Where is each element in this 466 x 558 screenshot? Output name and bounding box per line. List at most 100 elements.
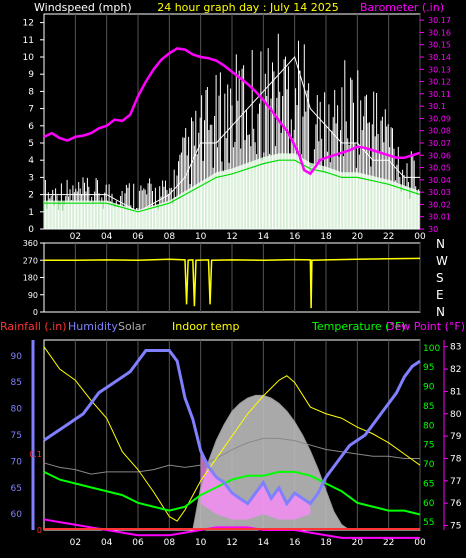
wind-direction-line (44, 257, 421, 309)
wx-x-tick-label: 18 (320, 538, 332, 548)
dir-y-tick-label: 270 (23, 256, 38, 265)
wx-x-tick-label: 14 (258, 538, 270, 548)
wind-x-tick-label: 22 (383, 232, 394, 242)
legend-rainfall: Rainfall (.in) (0, 320, 67, 333)
dir-y-tick-label: 0 (33, 308, 38, 317)
wind-x-tick-label: 02 (70, 232, 81, 242)
dir-y-tick-label: 90 (28, 291, 38, 300)
dew-y-tick-label: 81 (450, 387, 461, 397)
wx-x-tick-label: 12 (226, 538, 237, 548)
baro-y-tick-label: 30 (428, 225, 438, 234)
wind-y-tick-label: 4 (28, 156, 34, 166)
compass-e: E (436, 288, 444, 302)
temp-y-tick-label: 65 (423, 479, 434, 489)
humidity-y-tick-label: 70 (11, 457, 23, 467)
baro-y-tick-label: 30.17 (428, 16, 451, 25)
wind-panel: 02 04 06 08 10 12 14 16 18 20 22 000123456789101112… (23, 14, 451, 242)
barometer-label: Barometer (.in) (360, 1, 444, 14)
weather-panel: 02 04 06 08 10 12 14 16 18 20 22 00 60 65 70 75 80 85 90 0 0… (11, 340, 462, 548)
wind-y-tick-label: 1 (28, 208, 34, 218)
wind-y-tick-label: 7 (28, 105, 34, 115)
wind-y-tick-label: 8 (28, 87, 34, 97)
dew-y-tick-label: 76 (450, 499, 462, 509)
windspeed-line (44, 56, 420, 213)
wind-x-tick-label: 18 (320, 232, 332, 242)
baro-y-tick-label: 30.12 (428, 78, 451, 87)
wx-x-tick-label: 04 (101, 538, 113, 548)
baro-y-tick-label: 30.08 (428, 127, 451, 136)
wx-x-tick-label: 06 (132, 538, 144, 548)
temp-y-tick-label: 75 (423, 441, 434, 451)
compass-n-bottom: N (436, 305, 445, 319)
dew-y-tick-label: 78 (450, 454, 462, 464)
temp-y-tick-label: 85 (423, 402, 434, 412)
wind-x-tick-label: 06 (132, 232, 144, 242)
wind-x-tick-label: 16 (289, 232, 301, 242)
dew-y-tick-label: 82 (450, 365, 461, 375)
wind-y-tick-label: 2 (28, 191, 34, 201)
temp-y-tick-label: 100 (423, 344, 440, 354)
baro-y-tick-label: 30.09 (428, 114, 451, 123)
rain-y-tick-label: 0.1 (29, 450, 42, 459)
baro-y-tick-label: 30.11 (428, 90, 451, 99)
wx-x-tick-label: 02 (70, 538, 81, 548)
wind-x-tick-label: 10 (195, 232, 207, 242)
direction-panel: 360 270 180 90 0 (23, 239, 421, 317)
wind-y-tick-label: 9 (28, 70, 34, 80)
barometer-line (43, 47, 421, 176)
humidity-y-tick-label: 90 (11, 352, 23, 362)
temp-y-tick-label: 55 (423, 518, 434, 528)
humidity-y-tick-label: 75 (11, 431, 22, 441)
compass-w: W (436, 254, 448, 268)
humidity-band-area (200, 450, 311, 520)
dew-y-tick-label: 79 (450, 432, 462, 442)
temp-y-tick-label: 95 (423, 363, 434, 373)
wx-x-tick-label: 16 (289, 538, 301, 548)
humidity-y-tick-label: 65 (11, 484, 22, 494)
wind-x-tick-label: 00 (414, 232, 426, 242)
baro-y-tick-label: 30.07 (428, 139, 451, 148)
legend-humidity: Humidity (68, 320, 118, 333)
compass-n-top: N (436, 237, 445, 251)
wind-y-tick-label: 10 (23, 53, 35, 63)
rain-y-tick-label: 0 (37, 526, 42, 535)
indoor-temp-line (43, 437, 420, 475)
humidity-y-tick-label: 60 (11, 510, 23, 520)
wind-x-tick-label: 12 (226, 232, 237, 242)
wind-x-tick-label: 08 (164, 232, 176, 242)
wind-x-tick-label: 14 (258, 232, 270, 242)
wind-y-tick-label: 3 (28, 173, 34, 183)
wind-y-tick-label: 5 (28, 139, 34, 149)
dew-y-tick-label: 75 (450, 522, 461, 532)
temp-y-tick-label: 80 (423, 421, 435, 431)
windspeed-label: Windspeed (mph) (34, 1, 132, 14)
humidity-y-tick-label: 85 (11, 378, 22, 388)
temp-y-tick-label: 70 (423, 460, 435, 470)
humidity-y-tick-label: 80 (11, 405, 23, 415)
wind-x-tick-label: 20 (352, 232, 364, 242)
baro-y-tick-label: 30.1 (428, 102, 446, 111)
baro-y-tick-label: 30.05 (428, 164, 451, 173)
baro-y-tick-label: 30.14 (428, 53, 451, 62)
baro-y-tick-label: 30.02 (428, 200, 451, 209)
baro-y-tick-label: 30.16 (428, 28, 451, 37)
compass-s: S (436, 271, 444, 285)
temp-y-tick-label: 60 (423, 499, 435, 509)
legend-indoor-temp: Indoor temp (172, 320, 239, 333)
wx-x-tick-label: 22 (383, 538, 394, 548)
baro-y-tick-label: 30.03 (428, 188, 451, 197)
legend-dewpoint: Dew Point (°F) (386, 320, 465, 333)
baro-y-tick-label: 30.01 (428, 213, 451, 222)
wx-x-tick-label: 08 (164, 538, 176, 548)
baro-y-tick-label: 30.15 (428, 41, 451, 50)
baro-y-tick-label: 30.04 (428, 176, 451, 185)
dew-y-tick-label: 80 (450, 410, 462, 420)
legend-temperature: Temperature (°F) (311, 320, 406, 333)
wind-y-tick-label: 12 (23, 19, 34, 29)
legend-solar: Solar (118, 320, 147, 333)
wx-x-tick-label: 00 (414, 538, 426, 548)
dew-y-tick-label: 77 (450, 477, 461, 487)
baro-y-tick-label: 30.13 (428, 65, 451, 74)
